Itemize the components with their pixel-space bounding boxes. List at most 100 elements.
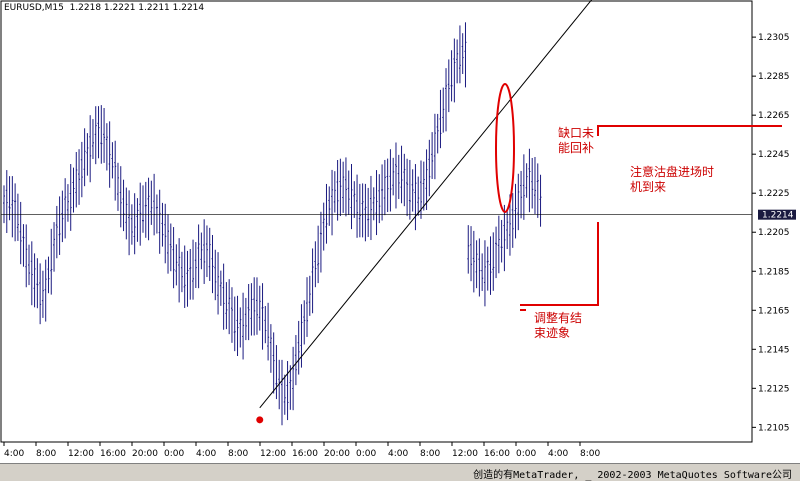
ohlc-bar xyxy=(317,225,320,284)
x-tick-label: 8:00 xyxy=(420,449,440,459)
ohlc-bar xyxy=(447,59,450,113)
ohlc-bar xyxy=(69,164,72,231)
ohlc-bar xyxy=(236,295,239,357)
ohlc-bar xyxy=(308,275,311,316)
x-tick-label: 12:00 xyxy=(68,449,94,459)
ohlc-bars xyxy=(3,22,542,426)
y-tick-label: 1.2145 xyxy=(758,345,790,355)
x-tick-label: 8:00 xyxy=(36,449,56,459)
ohlc-bar xyxy=(144,181,147,238)
ohlc-bar xyxy=(19,201,22,265)
ohlc-bar xyxy=(486,246,489,291)
correction-note-line2: 束迹象 xyxy=(534,326,570,340)
chart-window[interactable]: 缺口未 能回补 注意沽盘进场时 机到来 调整有结 束迹象 1.2305 1.228… xyxy=(0,0,800,463)
ohlc-bar xyxy=(456,39,459,84)
ohlc-bar xyxy=(325,183,328,244)
ohlc-bar xyxy=(272,332,275,394)
gap-ellipse xyxy=(495,83,515,213)
x-tick-label: 20:00 xyxy=(132,449,158,459)
ohlc-bar xyxy=(386,158,389,213)
x-tick-label: 0:00 xyxy=(516,449,536,459)
x-tick-label: 20:00 xyxy=(324,449,350,459)
x-tick-label: 8:00 xyxy=(228,449,248,459)
ohlc-bar xyxy=(344,157,347,217)
ohlc-bar xyxy=(94,106,97,165)
ohlc-bar xyxy=(314,241,317,288)
ohlc-bar xyxy=(194,242,197,289)
ohlc-bar xyxy=(394,142,397,209)
ohlc-bar xyxy=(91,119,94,160)
ohlc-bar xyxy=(111,142,114,179)
ohlc-bar xyxy=(442,87,445,133)
ohlc-bar xyxy=(400,145,403,204)
ohlc-bar xyxy=(208,227,211,281)
x-tick-label: 12:00 xyxy=(452,449,478,459)
ohlc-bar xyxy=(269,324,272,373)
x-tick-label: 8:00 xyxy=(580,449,600,459)
correction-note-line1: 调整有结 xyxy=(534,310,582,325)
ohlc-bar xyxy=(130,204,133,245)
ohlc-bar xyxy=(150,180,153,225)
ohlc-bar xyxy=(533,156,536,214)
ohlc-bar xyxy=(378,174,381,224)
x-tick-label: 0:00 xyxy=(164,449,184,459)
ohlc-bar xyxy=(425,149,428,211)
ohlc-bar xyxy=(445,68,448,132)
ohlc-bar xyxy=(536,163,539,218)
ohlc-bar xyxy=(450,50,453,102)
ohlc-bar xyxy=(292,346,295,411)
ohlc-bar xyxy=(333,171,336,213)
ohlc-bar xyxy=(253,277,256,336)
y-tick-label: 1.2105 xyxy=(758,423,790,433)
ohlc-bar xyxy=(306,277,309,337)
ohlc-bar xyxy=(464,22,467,88)
ohlc-bar xyxy=(500,219,503,263)
price-chart[interactable]: 缺口未 能回补 注意沽盘进场时 机到来 调整有结 束迹象 1.2305 1.228… xyxy=(0,0,800,463)
ohlc-bar xyxy=(392,157,395,196)
ohlc-bar xyxy=(100,105,103,164)
y-tick-label: 1.2265 xyxy=(758,111,790,121)
ohlc-bar xyxy=(433,113,436,180)
ohlc-bar xyxy=(14,183,17,242)
ohlc-bar xyxy=(136,198,139,242)
ohlc-bar xyxy=(289,365,292,410)
ohlc-bar xyxy=(158,189,161,254)
ohlc-bar xyxy=(342,161,345,213)
ohlc-bar xyxy=(489,236,492,295)
ohlc-bar xyxy=(361,183,364,238)
ohlc-bar xyxy=(514,183,517,239)
ohlc-bar xyxy=(50,228,53,295)
ohlc-bar xyxy=(422,161,425,211)
ohlc-bar xyxy=(481,253,484,291)
y-tick-label: 1.2305 xyxy=(758,33,790,43)
x-tick-label: 16:00 xyxy=(292,449,318,459)
ohlc-bar xyxy=(356,174,359,238)
x-tick-label: 16:00 xyxy=(484,449,510,459)
ohlc-bar xyxy=(520,170,523,219)
ohlc-bar xyxy=(222,263,225,330)
ohlc-bar xyxy=(217,252,220,315)
current-price-tag xyxy=(758,209,796,220)
ohlc-bar xyxy=(239,307,242,348)
ohlc-bar xyxy=(397,154,400,200)
ohlc-bar xyxy=(478,238,481,297)
ohlc-bar xyxy=(28,244,31,286)
ohlc-bar xyxy=(66,184,69,222)
ohlc-bar xyxy=(103,107,106,163)
ohlc-bar xyxy=(264,306,267,344)
y-tick-label: 1.2285 xyxy=(758,72,790,82)
ohlc-bar xyxy=(372,187,375,221)
ohlc-bar xyxy=(125,187,128,240)
ohlc-bar xyxy=(358,183,361,238)
ohlc-bar xyxy=(458,25,461,84)
ohlc-bar xyxy=(367,187,370,237)
gap-note-line1: 缺口未 xyxy=(558,125,594,140)
ohlc-bar xyxy=(531,157,534,209)
ohlc-bar xyxy=(5,170,8,234)
ohlc-bar xyxy=(411,169,414,212)
plot-border xyxy=(0,0,753,443)
ohlc-bar xyxy=(228,279,231,335)
ohlc-bar xyxy=(353,181,356,218)
ohlc-bar xyxy=(41,270,44,318)
ohlc-bar xyxy=(472,230,475,293)
